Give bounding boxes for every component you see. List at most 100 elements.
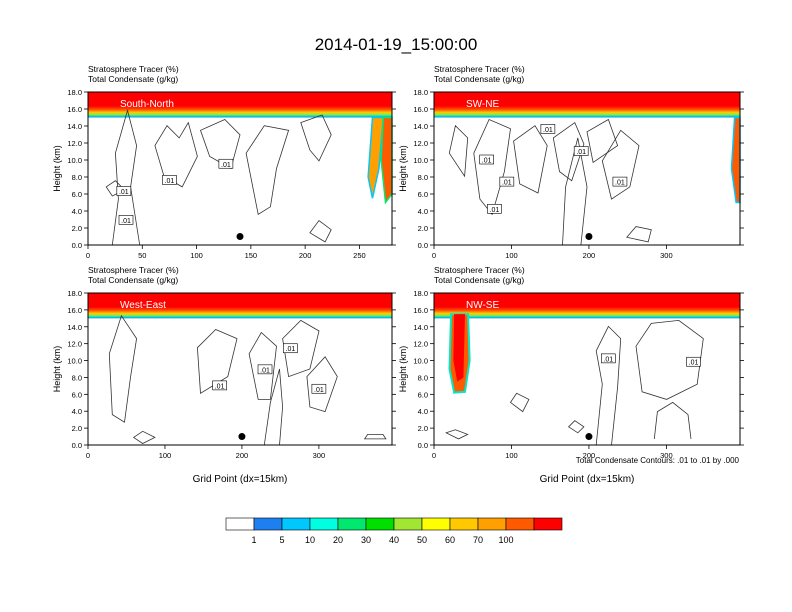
panel-header-condensate: Total Condensate (g/kg): [88, 74, 178, 84]
colorbar-swatch: [393, 517, 423, 531]
x-tick-label: 200: [299, 251, 312, 260]
colorbar-swatch: [421, 517, 451, 531]
y-tick-label: 0.0: [418, 241, 428, 250]
contour-label-box: [601, 353, 616, 364]
y-tick-label: 8.0: [418, 373, 428, 382]
contour-label: .01: [165, 178, 175, 185]
location-marker: [236, 233, 244, 240]
y-tick-label: 18.0: [67, 88, 82, 97]
condensate-contour: [586, 118, 619, 164]
contour-label: .01: [314, 387, 324, 394]
condensate-contour: [626, 226, 652, 243]
contour-label-box: [118, 215, 134, 225]
colorbar-swatch: [337, 517, 367, 531]
panel-label: SW-NE: [466, 99, 499, 110]
y-tick-label: 12.0: [67, 139, 82, 148]
panel-1: Stratosphere Tracer (%)Total Condensate …: [52, 64, 396, 260]
panel-header-tracer: Stratosphere Tracer (%): [88, 64, 179, 74]
panel-label: South-North: [120, 99, 174, 110]
y-tick-label: 14.0: [67, 323, 82, 332]
y-tick-label: 16.0: [67, 105, 82, 114]
contour-note: Total Condensate Contours: .01 to .01 by…: [576, 456, 740, 465]
contour-label-box: [573, 146, 589, 156]
condensate-contour: [108, 314, 138, 423]
colorbar-swatch: [253, 517, 283, 531]
colorbar-label: 40: [389, 535, 399, 545]
condensate-contour: [263, 368, 284, 446]
plot-frame: [87, 91, 393, 246]
condensate-contour: [154, 121, 198, 188]
condensate-contour: [562, 137, 588, 246]
location-marker: [238, 433, 246, 441]
y-tick-label: 10.0: [67, 156, 82, 165]
contour-label: .01: [221, 162, 231, 169]
condensate-contour: [552, 121, 585, 182]
contour-label: .01: [121, 218, 131, 225]
contour-label-box: [283, 343, 298, 354]
y-tick-label: 8.0: [72, 173, 82, 182]
panel-header-tracer: Stratosphere Tracer (%): [434, 64, 525, 74]
y-tick-label: 10.0: [413, 156, 428, 165]
condensate-contour: [448, 124, 469, 178]
y-tick-label: 0.0: [72, 241, 82, 250]
colorbar-label: 70: [473, 535, 483, 545]
condensate-contour: [595, 325, 622, 446]
y-tick-label: 10.0: [413, 357, 428, 366]
tracer-band: [434, 293, 740, 319]
condensate-contour: [473, 118, 511, 216]
y-tick-label: 16.0: [413, 105, 428, 114]
contour-label: .01: [576, 149, 586, 156]
colorbar-label: 10: [305, 535, 315, 545]
y-tick-label: 2.0: [72, 424, 82, 433]
condensate-contour: [248, 331, 277, 400]
contour-label: .01: [260, 367, 270, 374]
condensate-contour: [300, 114, 332, 162]
condensate-contour: [513, 125, 548, 194]
colorbar-label: 60: [445, 535, 455, 545]
condensate-contour: [309, 219, 332, 243]
contour-label: .01: [502, 180, 512, 187]
contour-label: .01: [119, 189, 129, 196]
contour-label-box: [218, 158, 234, 169]
plot-frame: [433, 292, 741, 446]
condensate-contour: [567, 420, 585, 434]
panel-3: Stratosphere Tracer (%)Total Condensate …: [52, 265, 396, 485]
figure-title: 2014-01-19_15:00:00: [315, 35, 478, 54]
condensate-contour: [509, 392, 530, 413]
panel-header-tracer: Stratosphere Tracer (%): [88, 265, 179, 275]
x-tick-label: 300: [660, 451, 673, 460]
contour-label: .01: [689, 360, 699, 367]
panel-header-condensate: Total Condensate (g/kg): [434, 74, 524, 84]
tracer-band: [88, 293, 392, 319]
y-tick-label: 4.0: [418, 407, 428, 416]
contour-label: .01: [603, 356, 613, 363]
colorbar-swatch: [225, 517, 255, 531]
panel-header-condensate: Total Condensate (g/kg): [434, 275, 524, 285]
colorbar-label: 100: [498, 535, 513, 545]
colorbar-swatch: [449, 517, 479, 531]
condensate-contour: [306, 356, 338, 413]
x-tick-label: 100: [505, 251, 518, 260]
tracer-core: [453, 314, 465, 382]
y-tick-label: 10.0: [67, 357, 82, 366]
x-tick-label: 250: [353, 251, 366, 260]
colorbar-swatch: [477, 517, 507, 531]
plot-frame: [433, 91, 741, 246]
y-tick-label: 16.0: [413, 306, 428, 315]
contour-label-box: [479, 154, 494, 165]
y-tick-label: 18.0: [413, 289, 428, 298]
condensate-contour: [245, 125, 290, 216]
x-tick-label: 50: [138, 251, 146, 260]
contour-label-box: [612, 176, 628, 187]
colorbar-label: 1: [251, 535, 256, 545]
tracer-band: [88, 92, 392, 118]
colorbar-swatch: [281, 517, 311, 531]
colorbar-swatch: [365, 517, 395, 531]
y-tick-label: 8.0: [418, 173, 428, 182]
colorbar-label: 20: [333, 535, 343, 545]
x-tick-label: 200: [583, 451, 596, 460]
y-tick-label: 2.0: [72, 224, 82, 233]
panel-label: NW-SE: [466, 300, 499, 311]
x-tick-label: 0: [432, 451, 436, 460]
